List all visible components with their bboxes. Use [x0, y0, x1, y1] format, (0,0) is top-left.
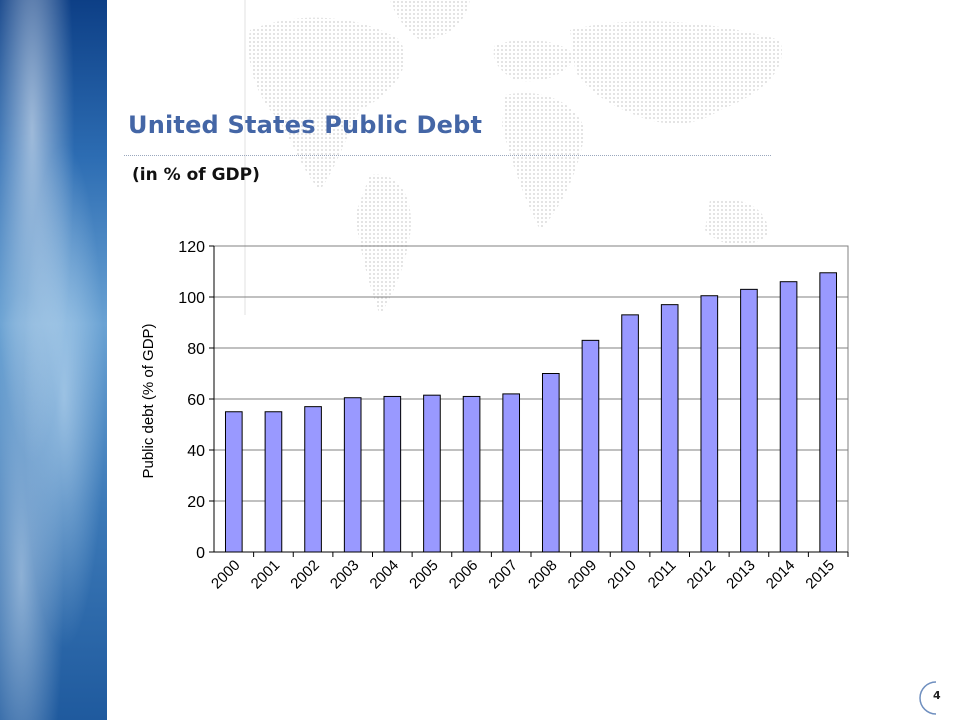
- y-tick-labels: 0 20 40 60 80 100 120: [178, 239, 214, 562]
- x-tick-label-2002: 2002: [287, 557, 323, 593]
- x-tick-label-2015: 2015: [802, 557, 838, 593]
- bars: [224, 272, 838, 553]
- bar-2015: [819, 272, 838, 553]
- page-number-arc-icon: [919, 681, 937, 715]
- x-tick-label-2009: 2009: [565, 557, 601, 593]
- x-tick-label-2008: 2008: [525, 557, 561, 593]
- x-tick-label-2006: 2006: [446, 557, 482, 593]
- bar-2011: [660, 304, 679, 553]
- x-tick-label-2005: 2005: [406, 557, 442, 593]
- x-tick-label-2003: 2003: [327, 557, 363, 593]
- bar-2014: [779, 281, 798, 553]
- bar-2010: [621, 314, 639, 553]
- bar-2013: [740, 288, 758, 553]
- y-tick-label-20: 20: [187, 494, 205, 511]
- bar-2000: [224, 411, 243, 553]
- x-tick-label-2004: 2004: [367, 557, 403, 593]
- world-map-watermark: [244, 0, 782, 315]
- y-axis-label: Public debt (% of GDP): [140, 323, 157, 478]
- bar-2004: [383, 395, 402, 553]
- slide-title: United States Public Debt: [128, 111, 483, 139]
- bar-2003: [343, 397, 362, 553]
- bar-2005: [423, 394, 441, 553]
- x-tick-label-2011: 2011: [645, 557, 680, 592]
- y-tick-label-120: 120: [178, 239, 205, 256]
- page-number: 4: [933, 689, 941, 702]
- x-tick-labels: 2000 2001 2002 2003 2004 2005 2006 2007 2008 2009…: [208, 552, 849, 593]
- x-tick-label-2001: 2001: [248, 557, 284, 593]
- x-tick-label-2013: 2013: [723, 557, 759, 593]
- bar-2008: [541, 373, 560, 553]
- x-tick-label-2007: 2007: [485, 557, 521, 593]
- y-tick-label-0: 0: [196, 545, 205, 562]
- bar-2009: [581, 339, 600, 553]
- bar-2007: [502, 393, 521, 553]
- bar-2006: [462, 395, 481, 553]
- y-tick-label-40: 40: [187, 443, 205, 460]
- decorative-earth-band: [0, 0, 107, 720]
- x-tick-label-2014: 2014: [763, 557, 799, 593]
- y-tick-label-60: 60: [187, 392, 205, 409]
- x-tick-label-2000: 2000: [208, 557, 244, 593]
- y-tick-label-100: 100: [178, 290, 205, 307]
- bar-2002: [304, 406, 322, 553]
- bar-2001: [264, 411, 283, 553]
- y-tick-label-80: 80: [187, 341, 205, 358]
- bar-2012: [700, 295, 719, 553]
- slide-subtitle: (in % of GDP): [132, 165, 260, 185]
- x-tick-label-2010: 2010: [604, 557, 640, 593]
- x-tick-label-2012: 2012: [684, 557, 720, 593]
- title-divider: [124, 155, 771, 156]
